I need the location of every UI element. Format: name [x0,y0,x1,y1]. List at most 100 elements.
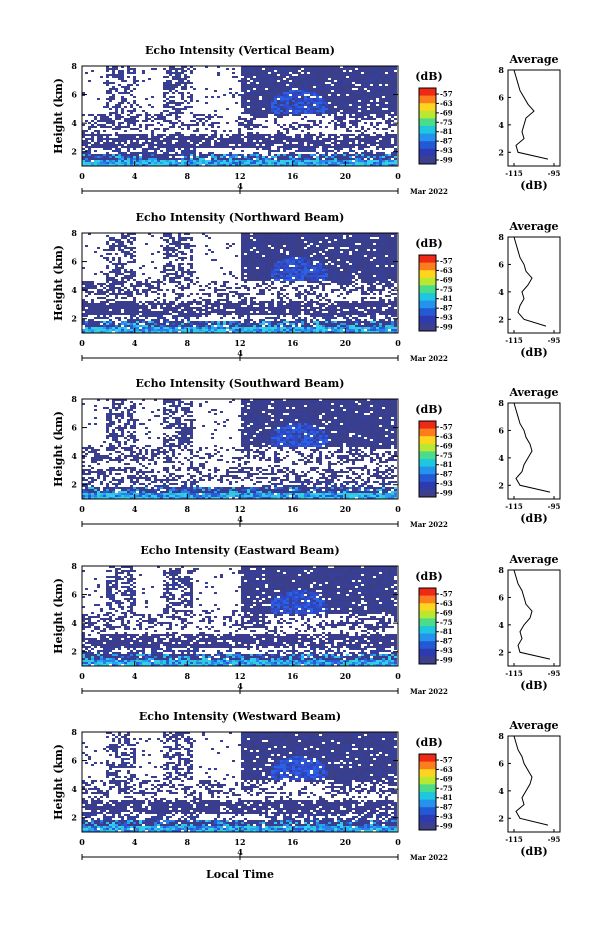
heatmap-cell [166,86,169,88]
heatmap-cell [220,317,223,319]
heatmap-cell [166,289,169,291]
heatmap-cell [256,98,259,100]
heatmap-cell [112,96,115,98]
heatmap-cell [121,301,124,303]
heatmap-cell [100,146,103,148]
heatmap-cell [271,160,274,162]
heatmap-cell [223,309,226,311]
heatmap-cell [241,154,244,156]
heatmap-cell [361,144,364,146]
heatmap-cell [340,146,343,148]
heatmap-cell [373,162,376,164]
heatmap-cell [367,164,370,166]
heatmap-cell [193,158,196,160]
heatmap-cell [343,98,346,100]
heatmap-cell [271,96,274,98]
heatmap-cell [94,273,97,275]
heatmap-cell [181,88,184,90]
heatmap-cell [274,241,277,243]
heatmap-cell [337,92,340,94]
heatmap-cell [262,92,265,94]
heatmap-cell [157,138,160,140]
heatmap-cell [163,301,166,303]
heatmap-cell [130,301,133,303]
heatmap-cell [328,150,331,152]
heatmap-cell [163,233,166,235]
heatmap-cell [97,247,100,249]
heatmap-cell [277,309,280,311]
heatmap-cell [106,90,109,92]
heatmap-cell [355,130,358,132]
heatmap-cell [157,319,160,321]
heatmap-cell [268,94,271,96]
heatmap-cell [316,110,319,112]
heatmap-cell [253,259,256,261]
heatmap-cell [238,118,241,120]
heatmap-cell [379,158,382,160]
heatmap-cell [145,136,148,138]
heatmap-cell [244,78,247,80]
heatmap-cell [223,299,226,301]
heatmap-cell [265,275,268,277]
heatmap-cell [181,150,184,152]
heatmap-cell [181,273,184,275]
heatmap-cell [106,154,109,156]
heatmap-cell [370,82,373,84]
heatmap-cell [202,160,205,162]
heatmap-cell [106,279,109,281]
heatmap-cell [259,100,262,102]
heatmap-cell [256,102,259,104]
heatmap-cell [106,66,109,68]
heatmap-cell [352,112,355,114]
heatmap-cell [268,325,271,327]
heatmap-cell [199,303,202,305]
heatmap-cell [181,72,184,74]
heatmap-cell [187,247,190,249]
heatmap-cell [166,156,169,158]
heatmap-cell [349,90,352,92]
heatmap-cell [85,313,88,315]
heatmap-cell [121,281,124,283]
heatmap-cell [181,251,184,253]
heatmap-cell [298,66,301,68]
heatmap-cell [130,237,133,239]
heatmap-cell [382,156,385,158]
heatmap-cell [118,249,121,251]
heatmap-cell [283,88,286,90]
heatmap-cell [283,134,286,136]
heatmap-cell [394,144,397,146]
heatmap-cell [166,307,169,309]
heatmap-cell [163,265,166,267]
heatmap-cell [367,74,370,76]
heatmap-cell [250,263,253,265]
heatmap-cell [193,283,196,285]
heatmap-cell [97,325,100,327]
heatmap-cell [295,162,298,164]
heatmap-cell [130,283,133,285]
heatmap-cell [157,285,160,287]
heatmap-cell [103,283,106,285]
heatmap-cell [274,68,277,70]
heatmap-cell [346,112,349,114]
heatmap-cell [184,142,187,144]
heatmap-cell [277,317,280,319]
heatmap-cell [385,164,388,166]
heatmap-cell [277,94,280,96]
heatmap-cell [277,233,280,235]
heatmap-cell [289,112,292,114]
heatmap-cell [262,329,265,331]
heatmap-cell [256,152,259,154]
heatmap-cell [256,136,259,138]
heatmap-cell [268,68,271,70]
heatmap-cell [121,134,124,136]
heatmap-cell [97,124,100,126]
heatmap-cell [295,108,298,110]
heatmap-cell [262,323,265,325]
heatmap-cell [82,148,85,150]
heatmap-cell [316,78,319,80]
heatmap-cell [265,160,268,162]
heatmap-cell [151,120,154,122]
heatmap-cell [181,271,184,273]
heatmap-cell [211,327,214,329]
heatmap-cell [274,120,277,122]
